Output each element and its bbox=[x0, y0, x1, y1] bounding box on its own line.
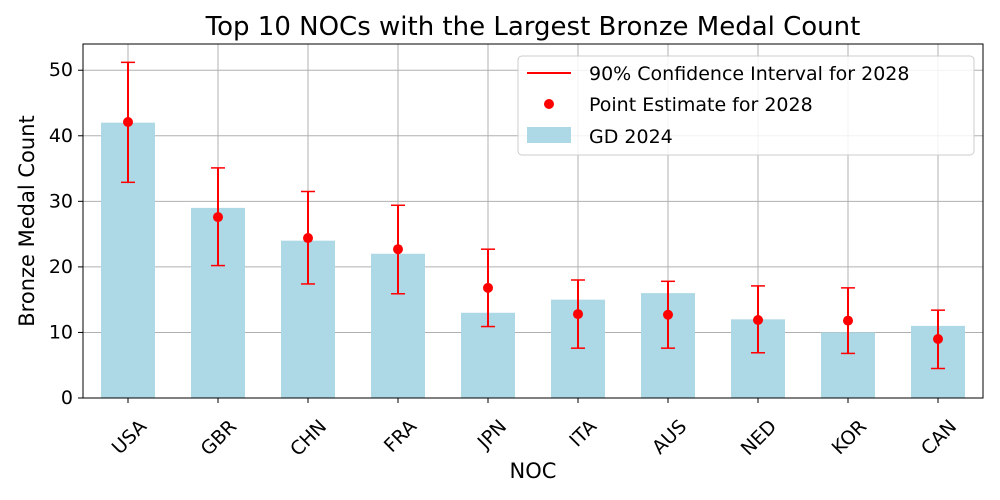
y-tick-label: 10 bbox=[49, 321, 73, 343]
y-tick-label: 50 bbox=[49, 59, 73, 81]
point-kor bbox=[843, 315, 853, 326]
legend-box bbox=[517, 55, 975, 156]
point-jpn bbox=[483, 282, 493, 293]
point-can bbox=[933, 334, 943, 344]
x-axis-ticks: USA GBR CHN FRA JPN ITA AUS NED KOR CAN bbox=[108, 398, 961, 461]
legend-point-swatch bbox=[544, 99, 554, 109]
plot-frame bbox=[82, 43, 984, 399]
x-tick-label: FRA bbox=[380, 416, 421, 457]
bars bbox=[101, 122, 965, 399]
y-tick-label: 30 bbox=[49, 190, 73, 212]
y-tick-label: 20 bbox=[49, 256, 73, 278]
legend-interval-label: 90% Confidence Interval for 2028 bbox=[589, 63, 909, 85]
legend: 90% Confidence Interval for 2028 Point E… bbox=[517, 55, 975, 156]
point-chn bbox=[303, 233, 313, 244]
y-axis-label: Bronze Medal Count bbox=[15, 115, 39, 326]
point-ita bbox=[573, 309, 583, 320]
y-tick-label: 0 bbox=[61, 387, 73, 409]
point-ned bbox=[753, 314, 763, 325]
x-tick-label: CHN bbox=[286, 416, 331, 461]
x-tick-label: NED bbox=[737, 416, 781, 460]
point-usa bbox=[123, 117, 133, 128]
legend-point-label: Point Estimate for 2028 bbox=[589, 94, 813, 116]
y-tick-label: 40 bbox=[49, 125, 73, 147]
chart-title: Top 10 NOCs with the Largest Bronze Meda… bbox=[205, 12, 861, 42]
point-estimates bbox=[123, 117, 943, 344]
x-tick-label: JPN bbox=[473, 416, 511, 454]
x-tick-label: AUS bbox=[648, 416, 691, 459]
point-aus bbox=[663, 309, 673, 320]
y-axis-ticks: 0 10 20 30 40 50 bbox=[49, 59, 83, 409]
point-gbr bbox=[213, 212, 223, 223]
point-fra bbox=[393, 244, 403, 255]
legend-bar-label: GD 2024 bbox=[589, 126, 673, 148]
x-tick-label: USA bbox=[108, 416, 151, 459]
x-tick-label: CAN bbox=[917, 416, 961, 460]
x-axis-label: NOC bbox=[510, 459, 557, 483]
x-tick-label: ITA bbox=[565, 416, 601, 452]
x-tick-label: KOR bbox=[828, 416, 872, 460]
legend-bar-swatch bbox=[527, 127, 571, 143]
x-tick-label: GBR bbox=[197, 416, 242, 461]
